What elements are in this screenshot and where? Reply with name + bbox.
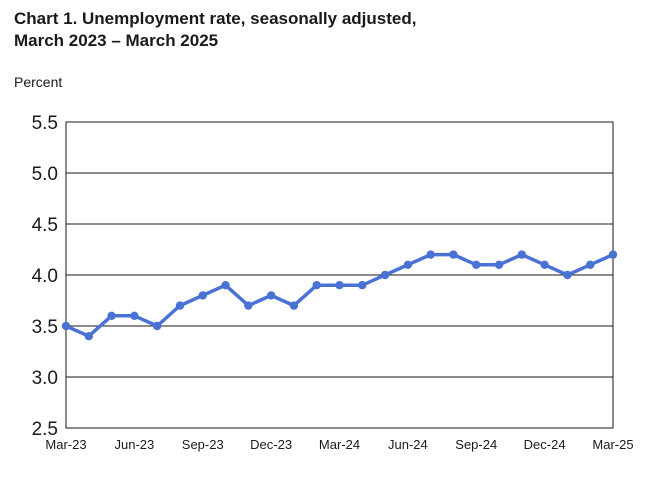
y-tick-label: 2.5 [32,419,58,440]
y-tick-label: 5.0 [32,164,58,185]
chart-title-line-2: March 2023 – March 2025 [14,31,219,50]
data-point [175,301,185,310]
x-tick-label: Dec-24 [524,437,566,452]
data-point [335,281,344,290]
data-point [84,332,93,341]
data-point [130,311,139,320]
data-point [61,321,71,331]
data-point [198,291,207,300]
y-tick-label: 3.0 [32,368,58,389]
y-tick-label: 3.5 [32,317,58,338]
y-axis-unit-label: Percent [14,74,63,90]
data-point [152,321,162,331]
data-point [449,250,458,259]
x-tick-label: Jun-23 [115,437,155,452]
y-tick-label: 4.5 [32,215,58,236]
series-layer [61,250,618,341]
data-point [221,281,230,290]
data-point [494,260,504,269]
series-line [64,252,615,338]
chart-title: Chart 1. Unemployment rate, seasonally a… [14,8,634,52]
data-point [107,311,116,320]
x-tick-label: Sep-24 [455,437,497,452]
y-tick-label: 5.5 [32,113,58,134]
data-point [403,260,413,269]
chart-title-line-1: Chart 1. Unemployment rate, seasonally a… [14,9,417,28]
data-point [517,250,527,259]
data-point [540,260,549,269]
x-tick-label: Mar-25 [592,437,633,452]
x-tick-label: Mar-23 [45,437,86,452]
data-point [426,250,435,259]
x-tick-label: Sep-23 [182,437,224,452]
y-tick-label: 4.0 [32,266,58,287]
x-tick-label: Mar-24 [319,437,360,452]
data-point [244,301,253,310]
data-point [563,270,572,280]
data-point [358,281,367,290]
gridlines [66,172,613,378]
data-point [586,260,595,269]
x-axis-ticks: Mar-23 Jun-23 Sep-23 Dec-23 Mar-24 Jun-24 Sep-… [45,437,633,452]
data-point [608,250,618,259]
plot-area-frame [65,121,614,429]
data-point [472,260,481,269]
x-tick-label: Dec-23 [250,437,292,452]
data-point [266,291,276,300]
data-point [380,270,390,280]
data-point [312,281,321,290]
x-tick-label: Jun-24 [388,437,428,452]
y-axis-ticks: 2.5 3.0 3.5 4.0 4.5 5.0 5.5 [32,113,58,440]
data-point [289,301,299,310]
